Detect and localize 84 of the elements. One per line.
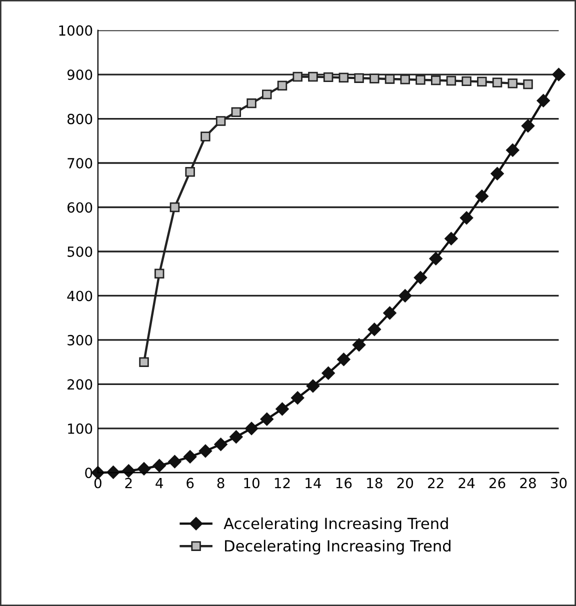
- x-tick-label: 16: [336, 478, 352, 488]
- point: [506, 144, 520, 157]
- y-tick-label: 800: [67, 114, 92, 124]
- x-tick-label: 6: [186, 478, 194, 488]
- point: [183, 450, 197, 464]
- point: [308, 72, 318, 82]
- legend-label: Accelerating Increasing Trend: [224, 517, 448, 532]
- x-tick-label: 4: [156, 478, 163, 488]
- x-tick-label: 0: [94, 478, 102, 488]
- point: [444, 232, 458, 246]
- point: [231, 107, 242, 117]
- point: [277, 80, 288, 90]
- point: [477, 76, 487, 86]
- y-tick-label: 700: [68, 158, 92, 168]
- point: [430, 75, 441, 86]
- point: [338, 72, 349, 82]
- y-tick-label: 600: [68, 202, 92, 213]
- point: [354, 73, 364, 83]
- point: [198, 444, 212, 458]
- point: [292, 72, 302, 82]
- point: [523, 79, 533, 90]
- point: [460, 211, 474, 224]
- x-tick-label: 2: [125, 478, 132, 488]
- point: [383, 306, 396, 320]
- point: [139, 357, 149, 367]
- y-tick-label: 900: [67, 70, 92, 80]
- point: [414, 271, 428, 284]
- point: [416, 74, 426, 85]
- point: [398, 289, 412, 302]
- point: [122, 464, 136, 478]
- y-tick-label: 0: [85, 468, 92, 478]
- point: [368, 322, 381, 336]
- point: [446, 76, 456, 86]
- point: [370, 74, 380, 84]
- point: [276, 402, 289, 416]
- point: [214, 438, 228, 451]
- point: [552, 68, 566, 82]
- x-tick-label: 12: [274, 478, 290, 488]
- point: [384, 74, 395, 84]
- point: [508, 78, 518, 88]
- point: [230, 430, 243, 444]
- point: [521, 119, 535, 132]
- point: [291, 391, 304, 405]
- point: [323, 72, 334, 82]
- point: [475, 190, 489, 203]
- y-tick-label: 300: [68, 334, 92, 346]
- point: [400, 74, 410, 84]
- point: [168, 455, 182, 468]
- x-tick-label: 8: [217, 478, 224, 488]
- y-tick-label: 1000: [59, 25, 92, 36]
- point: [137, 462, 151, 476]
- x-tick-label: 26: [489, 478, 506, 488]
- point: [337, 352, 350, 366]
- y-tick-label: 100: [68, 423, 92, 434]
- x-tick-label: 24: [458, 478, 475, 488]
- y-tick-label: 200: [68, 379, 92, 390]
- point: [306, 379, 320, 393]
- x-tick-label: 20: [397, 478, 414, 488]
- point: [490, 167, 504, 180]
- point: [154, 268, 164, 278]
- point: [262, 90, 272, 100]
- point: [185, 167, 195, 177]
- x-tick-label: 30: [550, 478, 567, 488]
- point: [244, 422, 258, 436]
- point: [492, 78, 502, 88]
- x-tick-label: 10: [244, 478, 260, 488]
- point: [429, 252, 442, 266]
- x-tick-label: 18: [367, 478, 382, 488]
- point: [246, 98, 256, 108]
- point: [216, 116, 226, 126]
- legend-label: Decelerating Increasing Trend: [225, 540, 450, 555]
- y-tick-label: 500: [68, 246, 92, 257]
- point: [260, 412, 274, 426]
- point: [462, 76, 472, 86]
- point: [170, 202, 180, 212]
- point: [152, 459, 166, 472]
- point: [352, 338, 366, 352]
- x-tick-label: 14: [306, 478, 322, 488]
- y-tick-label: 400: [67, 290, 92, 302]
- x-tick-label: 28: [520, 478, 536, 488]
- point: [200, 132, 210, 142]
- x-tick-label: 22: [428, 478, 444, 488]
- point: [536, 94, 550, 108]
- point: [322, 366, 335, 380]
